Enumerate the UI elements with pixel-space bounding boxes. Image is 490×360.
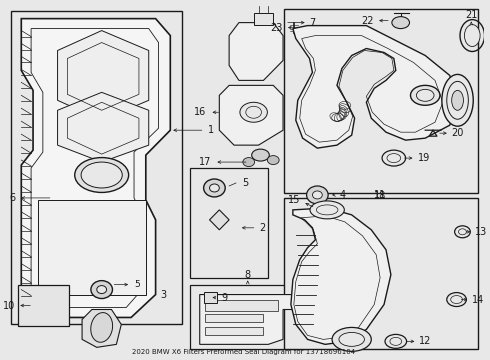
- Polygon shape: [291, 208, 391, 345]
- Bar: [190, 168, 269, 278]
- Ellipse shape: [81, 162, 122, 188]
- Ellipse shape: [246, 106, 262, 118]
- Polygon shape: [220, 85, 283, 145]
- Text: 5: 5: [242, 178, 248, 188]
- Text: 14: 14: [472, 294, 485, 305]
- Ellipse shape: [252, 149, 270, 161]
- Bar: [190, 285, 308, 349]
- Text: 16: 16: [195, 107, 207, 117]
- Bar: [204, 292, 218, 302]
- Bar: [284, 9, 478, 193]
- Text: 9: 9: [221, 293, 227, 302]
- Text: 7: 7: [310, 18, 316, 28]
- Bar: [10, 11, 182, 324]
- Text: 20: 20: [452, 128, 464, 138]
- Ellipse shape: [392, 17, 410, 28]
- Text: 19: 19: [418, 153, 431, 163]
- Text: 3: 3: [161, 289, 167, 300]
- Text: 13: 13: [475, 227, 488, 237]
- Bar: [18, 285, 69, 327]
- Ellipse shape: [390, 337, 402, 345]
- Ellipse shape: [411, 85, 440, 105]
- Text: 1: 1: [208, 125, 214, 135]
- Polygon shape: [200, 294, 298, 345]
- Ellipse shape: [317, 205, 338, 215]
- Ellipse shape: [451, 296, 463, 303]
- Ellipse shape: [268, 156, 279, 165]
- Ellipse shape: [74, 158, 129, 193]
- Ellipse shape: [210, 184, 220, 192]
- Text: 2: 2: [260, 223, 266, 233]
- Ellipse shape: [387, 154, 401, 163]
- Text: 12: 12: [419, 336, 432, 346]
- Ellipse shape: [459, 229, 466, 235]
- Polygon shape: [57, 92, 149, 162]
- Text: 18: 18: [374, 191, 386, 201]
- Ellipse shape: [313, 191, 322, 199]
- Text: 6: 6: [9, 193, 15, 203]
- Text: 23: 23: [270, 23, 283, 33]
- Polygon shape: [229, 23, 283, 80]
- Bar: [284, 198, 478, 349]
- Ellipse shape: [339, 332, 365, 346]
- Text: 10: 10: [3, 301, 15, 311]
- Ellipse shape: [416, 89, 434, 101]
- Ellipse shape: [243, 158, 255, 167]
- Polygon shape: [82, 310, 122, 347]
- Text: 8: 8: [245, 270, 251, 280]
- Polygon shape: [21, 19, 171, 318]
- Text: 17: 17: [199, 157, 212, 167]
- Text: 4: 4: [340, 190, 346, 200]
- Ellipse shape: [442, 75, 473, 126]
- Ellipse shape: [310, 201, 344, 219]
- Polygon shape: [57, 31, 149, 120]
- Ellipse shape: [97, 285, 107, 293]
- Ellipse shape: [91, 280, 113, 298]
- Bar: [254, 13, 273, 24]
- Text: 11: 11: [374, 190, 386, 200]
- Bar: [205, 300, 278, 311]
- Polygon shape: [293, 26, 460, 148]
- Text: 15: 15: [288, 195, 301, 205]
- Text: 5: 5: [134, 280, 140, 289]
- Text: 21: 21: [465, 10, 477, 20]
- Ellipse shape: [307, 186, 328, 204]
- Text: 2020 BMW X6 Filters Preformed Seal Diagram for 13718696104: 2020 BMW X6 Filters Preformed Seal Diagr…: [132, 349, 355, 355]
- Ellipse shape: [91, 312, 113, 342]
- Polygon shape: [210, 210, 229, 230]
- Ellipse shape: [465, 24, 480, 46]
- Bar: [205, 328, 264, 336]
- Ellipse shape: [447, 81, 468, 119]
- Ellipse shape: [204, 179, 225, 197]
- Bar: [205, 315, 264, 323]
- Text: 22: 22: [362, 15, 374, 26]
- Ellipse shape: [332, 328, 371, 351]
- Bar: [38, 200, 146, 294]
- Ellipse shape: [240, 102, 268, 122]
- Ellipse shape: [452, 90, 464, 110]
